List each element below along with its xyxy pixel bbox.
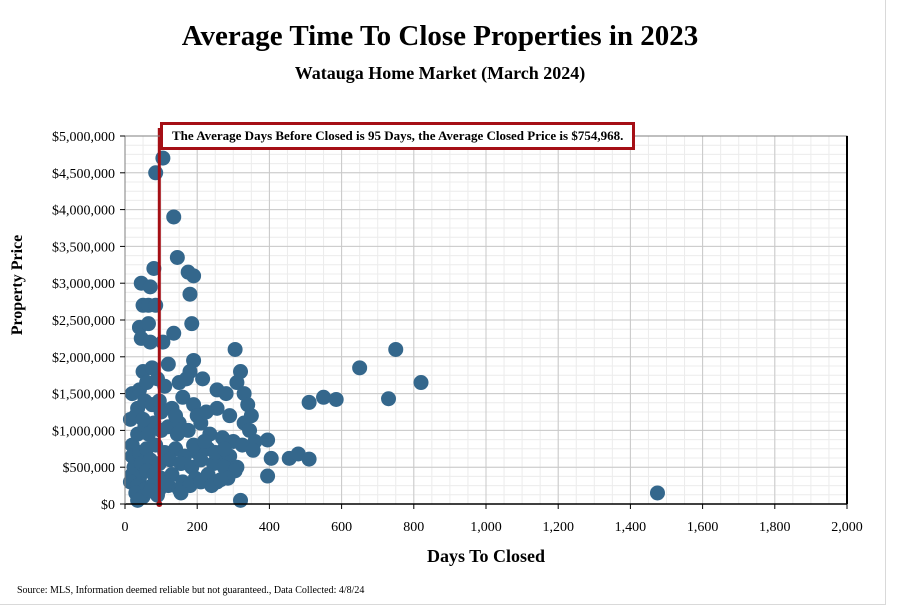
data-point <box>155 334 171 350</box>
x-tick-label: 400 <box>259 520 280 535</box>
chart-title: Average Time To Close Properties in 2023 <box>181 20 699 52</box>
y-tick-label: $4,000,000 <box>52 204 115 219</box>
data-point <box>142 334 158 350</box>
data-point <box>166 325 182 341</box>
data-point <box>168 408 184 424</box>
data-point <box>142 279 158 295</box>
data-point <box>263 450 279 466</box>
data-point <box>213 472 229 488</box>
data-point <box>140 316 156 332</box>
x-tick-label: 0 <box>122 520 129 535</box>
data-point <box>301 451 317 467</box>
data-point <box>160 356 176 372</box>
data-point <box>413 375 429 391</box>
data-point <box>140 426 156 442</box>
data-point <box>328 391 344 407</box>
data-point <box>186 268 202 284</box>
average-annotation: The Average Days Before Closed is 95 Day… <box>160 122 636 150</box>
x-tick-label: 800 <box>403 520 424 535</box>
data-point <box>175 389 191 405</box>
data-point <box>222 408 238 424</box>
x-tick-label: 2,000 <box>831 520 863 535</box>
data-point <box>260 468 276 484</box>
x-tick-label: 1,800 <box>759 520 791 535</box>
x-tick-label: 1,400 <box>615 520 647 535</box>
y-tick-label: $2,500,000 <box>52 314 115 329</box>
data-point <box>169 426 185 442</box>
data-point <box>173 485 189 501</box>
source-note: Source: MLS, Information deemed reliable… <box>17 585 365 596</box>
data-point <box>218 386 234 402</box>
data-point <box>130 492 146 508</box>
x-tick-label: 1,200 <box>542 520 574 535</box>
data-point <box>649 485 665 501</box>
data-point <box>233 492 249 508</box>
data-point <box>260 432 276 448</box>
data-point <box>182 286 198 302</box>
data-point <box>196 433 212 449</box>
data-point <box>149 487 165 503</box>
data-point <box>245 442 261 458</box>
data-point <box>227 341 243 357</box>
data-point <box>229 375 245 391</box>
x-tick-label: 200 <box>187 520 208 535</box>
chart-subtitle: Watauga Home Market (March 2024) <box>294 63 586 83</box>
data-point <box>146 260 162 276</box>
data-point <box>195 371 211 387</box>
data-point <box>155 150 171 166</box>
data-point <box>352 360 368 376</box>
data-point <box>198 404 214 420</box>
data-point <box>316 389 332 405</box>
data-point <box>157 378 173 394</box>
y-tick-label: $3,000,000 <box>52 277 115 292</box>
data-point <box>381 391 397 407</box>
y-tick-label: $2,000,000 <box>52 351 115 366</box>
data-point <box>301 394 317 410</box>
chart-frame <box>0 0 886 605</box>
x-axis-label: Days To Closed <box>426 546 546 566</box>
x-tick-label: 1,600 <box>687 520 719 535</box>
data-point <box>153 404 169 420</box>
y-tick-label: $1,000,000 <box>52 424 115 439</box>
y-tick-label: $4,500,000 <box>52 167 115 182</box>
data-point <box>148 297 164 313</box>
data-point <box>193 452 209 468</box>
data-point <box>135 411 151 427</box>
data-point <box>388 341 404 357</box>
data-point <box>166 209 182 225</box>
data-point <box>184 316 200 332</box>
y-tick-label: $0 <box>101 498 115 513</box>
data-point <box>148 165 164 181</box>
y-tick-label: $5,000,000 <box>52 130 115 145</box>
data-point <box>178 371 194 387</box>
y-tick-label: $1,500,000 <box>52 388 115 403</box>
data-point <box>216 441 232 457</box>
y-tick-label: $500,000 <box>63 461 116 476</box>
x-tick-label: 1,000 <box>470 520 502 535</box>
y-tick-label: $3,500,000 <box>52 240 115 255</box>
data-point <box>169 249 185 265</box>
x-tick-label: 600 <box>331 520 352 535</box>
